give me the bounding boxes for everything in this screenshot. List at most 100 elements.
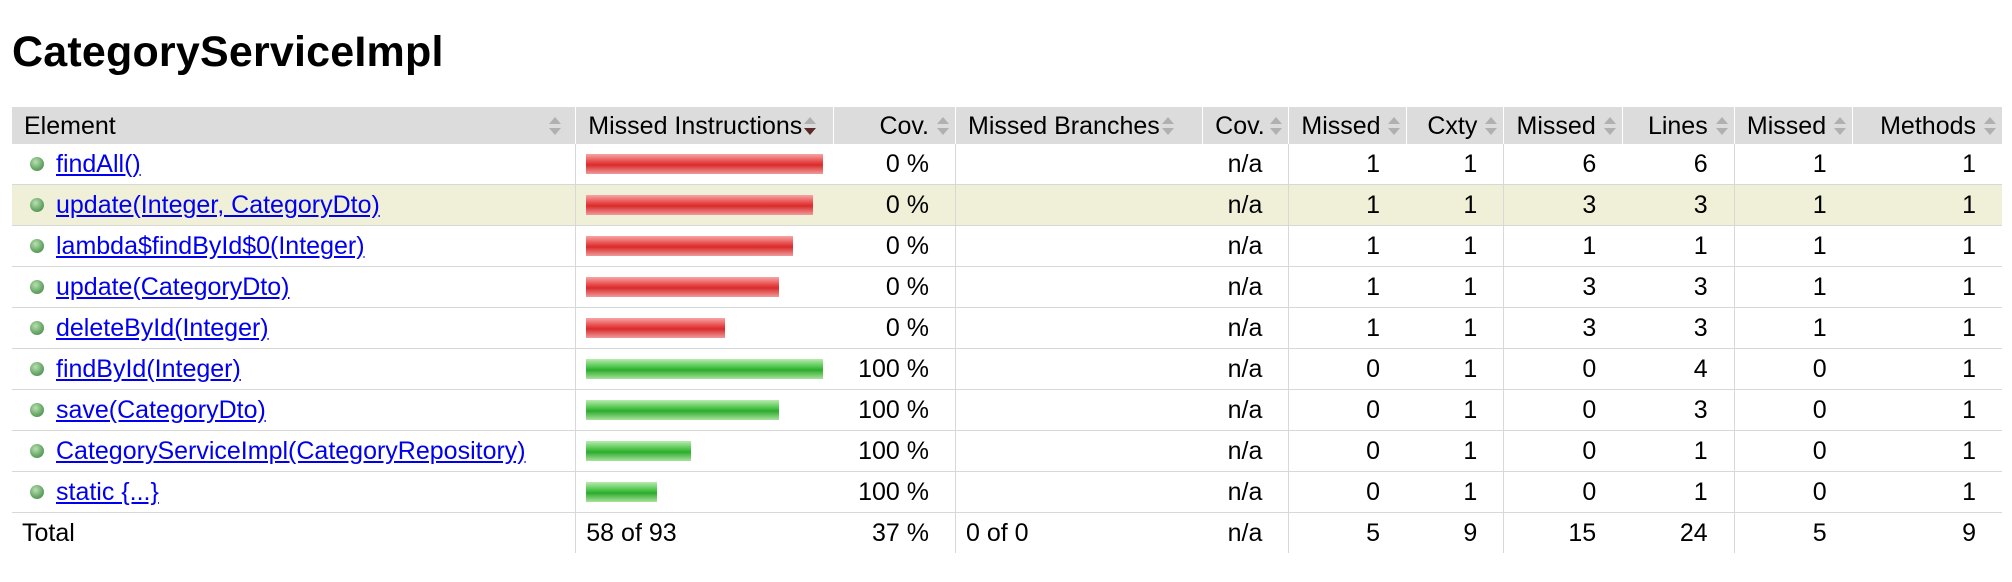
sort-arrows-icon	[1485, 116, 1498, 136]
green-dot-icon	[30, 403, 44, 418]
total-instructions-coverage: 37 %	[872, 518, 929, 547]
missed-bar	[586, 318, 726, 338]
method-link[interactable]: deleteById(Integer)	[56, 313, 269, 342]
element-cell: deleteById(Integer)	[12, 307, 576, 349]
method-link[interactable]: update(CategoryDto)	[56, 272, 290, 301]
missed-instructions-bar-cell	[575, 225, 834, 267]
missed-methods: 0	[1733, 348, 1853, 390]
missed-methods: 1	[1733, 144, 1853, 185]
element-cell: CategoryServiceImpl(CategoryRepository)	[12, 430, 576, 472]
missed-branches	[954, 225, 1203, 267]
header-missed-instructions[interactable]: Missed Instructions	[575, 107, 834, 144]
instructions-coverage: 0 %	[833, 184, 956, 226]
lines: 3	[1622, 307, 1735, 349]
complexity: 1	[1406, 430, 1504, 472]
header-missed-complexity[interactable]: Missed	[1288, 107, 1406, 144]
missed-complexity: 1	[1288, 184, 1406, 226]
branches-coverage: n/a	[1202, 471, 1289, 513]
method-link[interactable]: update(Integer, CategoryDto)	[56, 190, 380, 219]
method-link[interactable]: static {...}	[56, 477, 159, 506]
header-methods[interactable]: Methods	[1852, 107, 2002, 144]
missed-complexity: 0	[1288, 471, 1406, 513]
sort-arrows-icon	[1387, 116, 1400, 136]
coverage-bar	[586, 349, 824, 389]
header-element[interactable]: Element	[12, 107, 576, 144]
total-missed-instructions: 58 of 93	[575, 512, 834, 553]
missed-lines: 0	[1503, 430, 1623, 472]
missed-lines: 6	[1503, 144, 1623, 185]
lines: 6	[1622, 144, 1735, 185]
green-dot-icon	[30, 239, 44, 254]
missed-complexity: 1	[1288, 266, 1406, 308]
header-missed-methods[interactable]: Missed	[1733, 107, 1853, 144]
missed-bar	[586, 236, 794, 256]
instructions-coverage: 0 %	[833, 225, 956, 267]
table-row: CategoryServiceImpl(CategoryRepository) 1…	[12, 430, 2002, 472]
total-missed-branches: 0 of 0	[954, 512, 1203, 553]
complexity: 1	[1406, 471, 1504, 513]
coverage-bar	[586, 390, 823, 430]
missed-instructions-bar-cell	[575, 471, 834, 513]
coverage-bar	[586, 226, 823, 266]
total-lines: 24	[1679, 518, 1708, 547]
sort-arrows-icon	[937, 116, 949, 136]
missed-complexity: 1	[1288, 144, 1406, 185]
complexity: 1	[1406, 348, 1504, 390]
method-link[interactable]: save(CategoryDto)	[56, 395, 266, 424]
method-link[interactable]: CategoryServiceImpl(CategoryRepository)	[56, 436, 526, 465]
missed-branches	[954, 471, 1203, 513]
coverage-bar	[586, 185, 823, 225]
missed-instructions-bar-cell	[575, 266, 834, 308]
missed-complexity: 0	[1288, 389, 1406, 431]
sort-arrows-icon	[1834, 116, 1847, 136]
element-cell: update(Integer, CategoryDto)	[12, 184, 576, 226]
header-missed-lines[interactable]: Missed	[1503, 107, 1623, 144]
branches-coverage: n/a	[1202, 225, 1289, 267]
coverage-table: Element Missed Instructions Cov. Missed …	[12, 107, 2002, 553]
instructions-coverage: 100 %	[833, 389, 956, 431]
lines: 4	[1622, 348, 1735, 390]
instructions-coverage: 0 %	[833, 307, 956, 349]
missed-branches	[954, 307, 1203, 349]
missed-instructions-bar-cell	[575, 307, 834, 349]
header-missed-branches[interactable]: Missed Branches	[954, 107, 1203, 144]
method-link[interactable]: lambda$findById$0(Integer)	[56, 231, 365, 260]
element-cell: lambda$findById$0(Integer)	[12, 225, 576, 267]
header-missed-instructions-label: Missed Instructions	[588, 111, 803, 140]
missed-branches	[954, 348, 1203, 390]
lines: 3	[1622, 389, 1735, 431]
green-dot-icon	[30, 321, 44, 336]
missed-methods: 1	[1733, 307, 1853, 349]
missed-instructions-bar-cell	[575, 144, 834, 185]
header-complexity[interactable]: Cxty	[1405, 107, 1504, 144]
header-instructions-coverage[interactable]: Cov.	[832, 107, 956, 144]
total-missed-lines: 15	[1503, 512, 1623, 553]
missed-lines: 0	[1503, 389, 1623, 431]
method-link[interactable]: findById(Integer)	[56, 354, 241, 383]
missed-lines: 1	[1503, 225, 1623, 267]
missed-lines: 3	[1503, 266, 1623, 308]
missed-branches	[954, 266, 1203, 308]
header-lines[interactable]: Lines	[1621, 107, 1735, 144]
missed-methods: 1	[1733, 225, 1853, 267]
missed-instructions-bar-cell	[575, 430, 834, 472]
instructions-coverage: 100 %	[833, 348, 956, 390]
missed-methods: 1	[1733, 184, 1853, 226]
table-row: update(Integer, CategoryDto) 0 % n/a 1 1 3 3 1 1	[12, 184, 2002, 226]
missed-complexity: 1	[1288, 307, 1406, 349]
header-missed-lines-label: Missed	[1516, 111, 1596, 140]
table-body: findAll() 0 % n/a 1 1 6 6 1 1 update(Integer, Cat…	[12, 144, 2002, 513]
missed-lines: 3	[1503, 184, 1623, 226]
header-branches-coverage[interactable]: Cov.	[1202, 107, 1289, 144]
complexity: 1	[1406, 307, 1504, 349]
missed-branches	[954, 389, 1203, 431]
sort-down-icon	[804, 116, 817, 136]
total-label: Total	[22, 518, 75, 547]
method-link[interactable]: findAll()	[56, 149, 141, 178]
element-cell: static {...}	[12, 471, 576, 513]
table-row: deleteById(Integer) 0 % n/a 1 1 3 3 1 1	[12, 307, 2002, 349]
methods: 1	[1852, 144, 2002, 185]
missed-complexity: 0	[1288, 348, 1406, 390]
header-missed-branches-label: Missed Branches	[968, 111, 1160, 140]
green-dot-icon	[30, 280, 44, 295]
